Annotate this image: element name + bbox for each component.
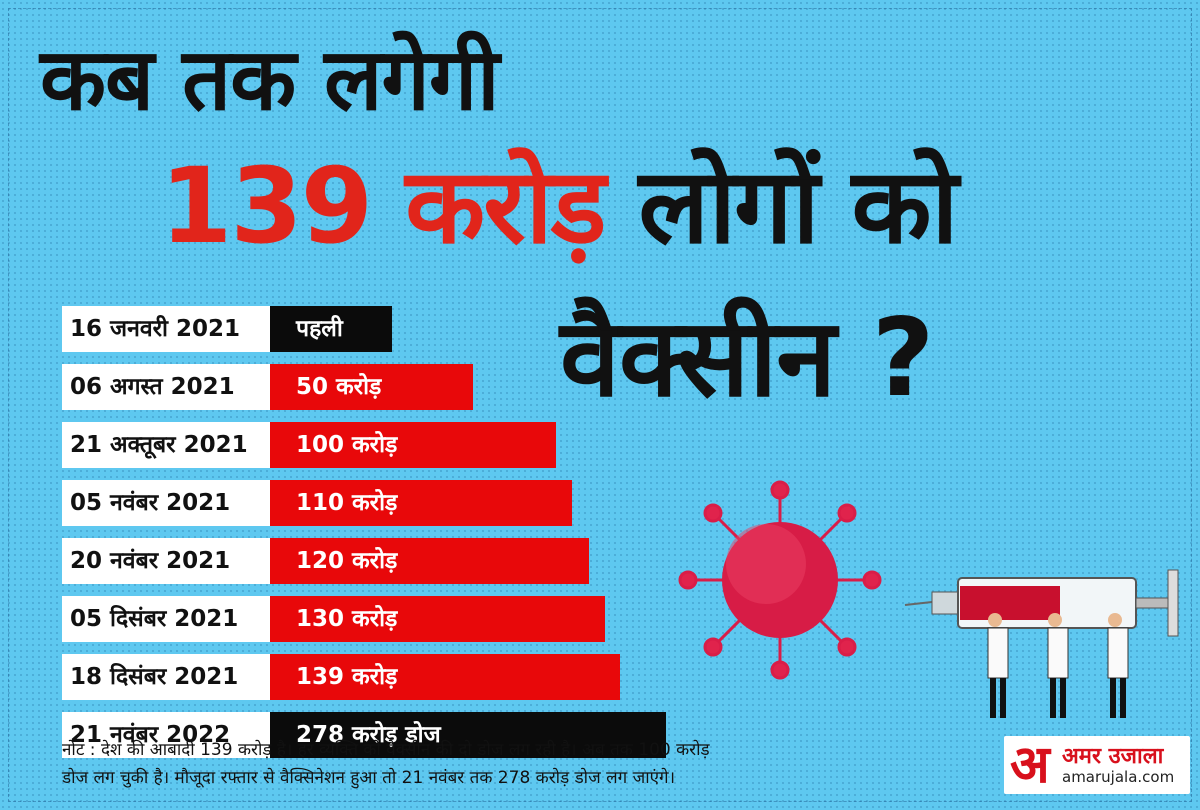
headline-line-2: 139 करोड़ लोगों को	[160, 132, 959, 273]
row-bar: पहली	[270, 306, 392, 352]
row-bar: 278 करोड़ डोज	[270, 712, 666, 758]
row-date: 20 नवंबर 2021	[62, 538, 270, 584]
syringe-icon	[904, 569, 1179, 637]
logo-site: amarujala.com	[1062, 768, 1175, 786]
row-date: 05 दिसंबर 2021	[62, 596, 270, 642]
coronavirus-icon	[678, 480, 882, 680]
row-bar: 50 करोड़	[270, 364, 473, 410]
row-bar: 139 करोड़	[270, 654, 621, 700]
headline-line-1: कब तक लगेगी	[40, 30, 500, 130]
row-date: 05 नवंबर 2021	[62, 480, 270, 526]
row-bar: 120 करोड़	[270, 538, 589, 584]
people-carrying-syringe-icon	[987, 613, 1129, 718]
footnote-line-1: नोट : देश की आबादी 139 करोड़ है। हर व्यक…	[62, 740, 710, 760]
headline-highlight: 139 करोड़	[160, 145, 606, 267]
row-bar: 110 करोड़	[270, 480, 573, 526]
dashed-frame	[8, 8, 1192, 802]
footnote: नोट : देश की आबादी 139 करोड़ है। हर व्यक…	[62, 736, 942, 792]
row-date: 18 दिसंबर 2021	[62, 654, 270, 700]
row-bar: 100 करोड़	[270, 422, 556, 468]
row-date: 21 अक्तूबर 2021	[62, 422, 270, 468]
illustration	[678, 480, 1179, 718]
headline-line-3: वैक्सीन ?	[560, 296, 934, 421]
footnote-line-2: डोज लग चुकी है। मौजूदा रफ्तार से वैक्सिन…	[62, 768, 676, 788]
row-date: 16 जनवरी 2021	[62, 306, 270, 352]
row-date: 21 नवंबर 2022	[62, 712, 270, 758]
amar-ujala-logo: अ अमर उजाला amarujala.com	[1004, 736, 1190, 794]
logo-mark: अ	[1010, 735, 1050, 795]
row-bar: 130 करोड़	[270, 596, 606, 642]
row-date: 06 अगस्त 2021	[62, 364, 270, 410]
headline-line-2-rest: लोगों को	[638, 145, 959, 267]
logo-name: अमर उजाला	[1062, 744, 1164, 769]
